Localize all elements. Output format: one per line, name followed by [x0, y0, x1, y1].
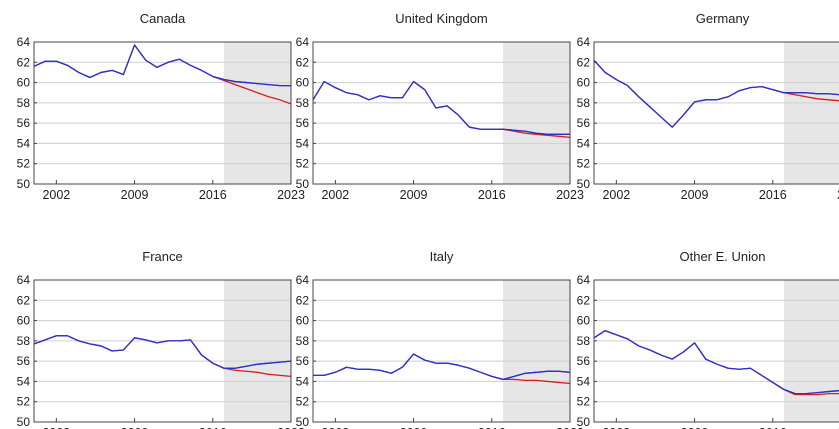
forecast-shading — [502, 280, 570, 422]
y-tick-label: 62 — [296, 55, 310, 69]
y-tick-label: 54 — [296, 136, 310, 150]
y-tick-label: 58 — [296, 96, 310, 110]
x-tick-label: 2009 — [121, 188, 149, 202]
x-tick-label: 2002 — [321, 188, 349, 202]
y-tick-label: 56 — [577, 354, 591, 368]
y-tick-label: 64 — [17, 35, 31, 49]
y-tick-label: 54 — [577, 136, 591, 150]
y-tick-label: 60 — [577, 314, 591, 328]
y-tick-label: 52 — [296, 395, 310, 409]
y-tick-label: 52 — [577, 395, 591, 409]
chart-title: Canada — [140, 11, 186, 26]
y-tick-label: 52 — [17, 157, 31, 171]
series-line-blue-overlay — [312, 80, 570, 135]
y-tick-label: 54 — [17, 374, 31, 388]
y-tick-label: 64 — [296, 273, 310, 287]
y-tick-label: 54 — [577, 374, 591, 388]
y-tick-label: 52 — [296, 157, 310, 171]
y-tick-label: 58 — [577, 96, 591, 110]
y-tick-label: 58 — [577, 334, 591, 348]
forecast-shading — [223, 280, 291, 422]
y-tick-label: 56 — [296, 354, 310, 368]
x-tick-label: 2002 — [42, 188, 70, 202]
series-line-blue-overlay — [33, 44, 291, 87]
plot-frame — [312, 41, 571, 185]
chart-grid: Canada 50 52 54 56 58 60 62 64 2002 2009 2016 2023 Un… — [17, 11, 839, 429]
y-tick-label: 50 — [17, 177, 31, 191]
forecast-shading — [783, 280, 839, 422]
y-tick-label: 50 — [17, 415, 31, 429]
chart-panel-1: Canada 50 52 54 56 58 60 62 64 2002 2009 2016 2023 — [17, 11, 305, 202]
y-tick-label: 56 — [17, 354, 31, 368]
y-tick-label: 60 — [296, 76, 310, 90]
x-tick-label: 2009 — [681, 188, 709, 202]
chart-panel-2: United Kingdom 50 52 54 56 58 60 62 64 2002 2009 20… — [296, 11, 584, 202]
y-tick-label: 62 — [577, 293, 591, 307]
x-tick-label: 2016 — [759, 188, 787, 202]
series-line-blue-overlay — [593, 330, 839, 395]
y-tick-label: 62 — [577, 55, 591, 69]
y-tick-label: 62 — [296, 293, 310, 307]
x-tick-label: 2023 — [837, 188, 839, 202]
series-line-blue-overlay — [593, 59, 839, 128]
y-tick-label: 54 — [296, 374, 310, 388]
chart-panel-4: France50525456586062642002200920162023 — [17, 249, 305, 429]
plot-frame — [593, 41, 839, 185]
chart-title: Italy — [430, 249, 454, 264]
y-tick-label: 60 — [17, 314, 31, 328]
y-tick-label: 52 — [17, 395, 31, 409]
y-tick-label: 62 — [17, 293, 31, 307]
x-tick-label: 2016 — [199, 188, 227, 202]
forecast-shading — [223, 42, 291, 184]
y-tick-label: 54 — [17, 136, 31, 150]
x-tick-label: 2016 — [478, 188, 506, 202]
y-tick-label: 64 — [17, 273, 31, 287]
y-tick-label: 50 — [577, 415, 591, 429]
y-tick-label: 50 — [296, 415, 310, 429]
series-line-blue-overlay — [313, 353, 571, 381]
y-tick-label: 64 — [296, 35, 310, 49]
chart-panel-3: Germany 50 52 54 56 58 60 62 64 2002 2009 2016 2023 — [577, 11, 839, 202]
y-tick-label: 64 — [577, 35, 591, 49]
y-tick-label: 52 — [577, 157, 591, 171]
plot-frame — [33, 41, 292, 185]
x-tick-label: 2023 — [277, 188, 305, 202]
y-tick-label: 50 — [577, 177, 591, 191]
x-tick-label: 2002 — [602, 188, 630, 202]
series-line-blue-overlay — [33, 335, 292, 369]
x-tick-label: 2023 — [556, 188, 584, 202]
chart-title: United Kingdom — [395, 11, 488, 26]
chart-title: Germany — [696, 11, 750, 26]
y-tick-label: 60 — [577, 76, 591, 90]
y-tick-label: 56 — [17, 116, 31, 130]
y-tick-label: 64 — [577, 273, 591, 287]
series-line-red — [212, 75, 292, 105]
y-tick-label: 60 — [17, 76, 31, 90]
chart-panel-5: Italy50525456586062642002200920162023 — [296, 249, 584, 429]
x-tick-label: 2009 — [400, 188, 428, 202]
chart-title: France — [142, 249, 182, 264]
forecast-shading — [783, 42, 839, 184]
y-tick-label: 62 — [17, 55, 31, 69]
y-tick-label: 56 — [577, 116, 591, 130]
y-tick-label: 58 — [296, 334, 310, 348]
y-tick-label: 60 — [296, 314, 310, 328]
y-tick-label: 58 — [17, 96, 31, 110]
y-tick-label: 56 — [296, 116, 310, 130]
chart-title: Other E. Union — [680, 249, 766, 264]
y-tick-label: 58 — [17, 334, 31, 348]
chart-panel-6: Other E. Union50525456586062642002200920… — [577, 249, 839, 429]
forecast-shading — [502, 42, 570, 184]
y-tick-label: 50 — [296, 177, 310, 191]
